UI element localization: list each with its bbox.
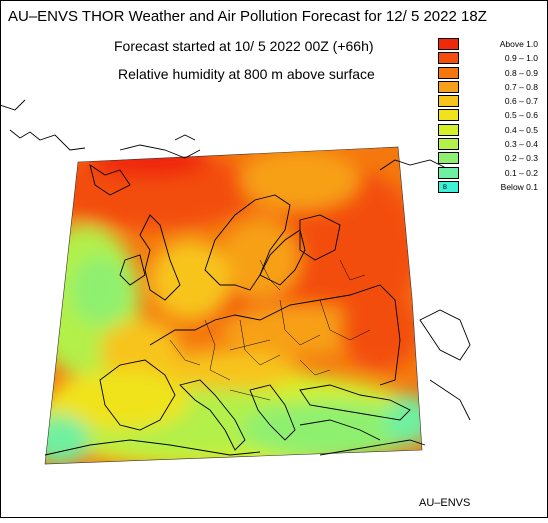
legend-item: 0.1 – 0.2 (438, 166, 544, 180)
legend-item: Above 1.0 (438, 37, 544, 51)
legend-item: 0.6 – 0.7 (438, 94, 544, 108)
credit-label: AU–ENVS (419, 497, 471, 509)
legend-item: 0.5 – 0.6 (438, 108, 544, 122)
legend-item: B Below 0.1 (438, 180, 544, 194)
legend-item: 0.8 – 0.9 (438, 66, 544, 80)
legend-label: 0.9 – 1.0 (504, 53, 538, 64)
legend-swatch: B (438, 180, 459, 193)
legend-label: 0.8 – 0.9 (504, 67, 538, 78)
coastlines (0, 99, 471, 456)
legend-item: 0.2 – 0.3 (438, 151, 544, 165)
legend-swatch-mark: B (443, 184, 448, 191)
legend-item: 0.3 – 0.4 (438, 137, 544, 151)
legend-swatch (438, 95, 459, 108)
legend-swatch (438, 123, 459, 136)
legend-label: 0.2 – 0.3 (504, 153, 538, 164)
legend-swatch (438, 166, 459, 179)
forecast-start-text: Forecast started at 10/ 5 2022 00Z (+66h… (114, 38, 374, 54)
page-title: AU–ENVS THOR Weather and Air Pollution F… (8, 8, 487, 25)
legend-swatch (438, 66, 459, 79)
legend-label: 0.5 – 0.6 (504, 110, 538, 121)
legend-swatch (438, 138, 459, 151)
legend-swatch (438, 52, 459, 65)
legend-label: 0.6 – 0.7 (504, 96, 538, 107)
legend-label: 0.4 – 0.5 (504, 124, 538, 135)
legend-label: 0.1 – 0.2 (504, 167, 538, 178)
variable-text: Relative humidity at 800 m above surface (118, 66, 375, 82)
country-borders (169, 259, 371, 401)
legend-label: Below 0.1 (500, 181, 538, 192)
legend-label: 0.7 – 0.8 (504, 81, 538, 92)
legend-swatch (438, 152, 459, 165)
legend-item: 0.9 – 1.0 (438, 51, 544, 65)
legend-item: 0.7 – 0.8 (438, 80, 544, 94)
legend-swatch (438, 80, 459, 93)
legend-label: Above 1.0 (499, 39, 538, 49)
legend: Above 1.0 0.9 – 1.0 0.8 – 0.9 0.7 – 0.8 0.6 … (438, 37, 544, 194)
legend-label: 0.3 – 0.4 (504, 139, 538, 150)
legend-swatch (438, 38, 459, 50)
legend-item: 0.4 – 0.5 (438, 123, 544, 137)
legend-swatch (438, 109, 459, 122)
